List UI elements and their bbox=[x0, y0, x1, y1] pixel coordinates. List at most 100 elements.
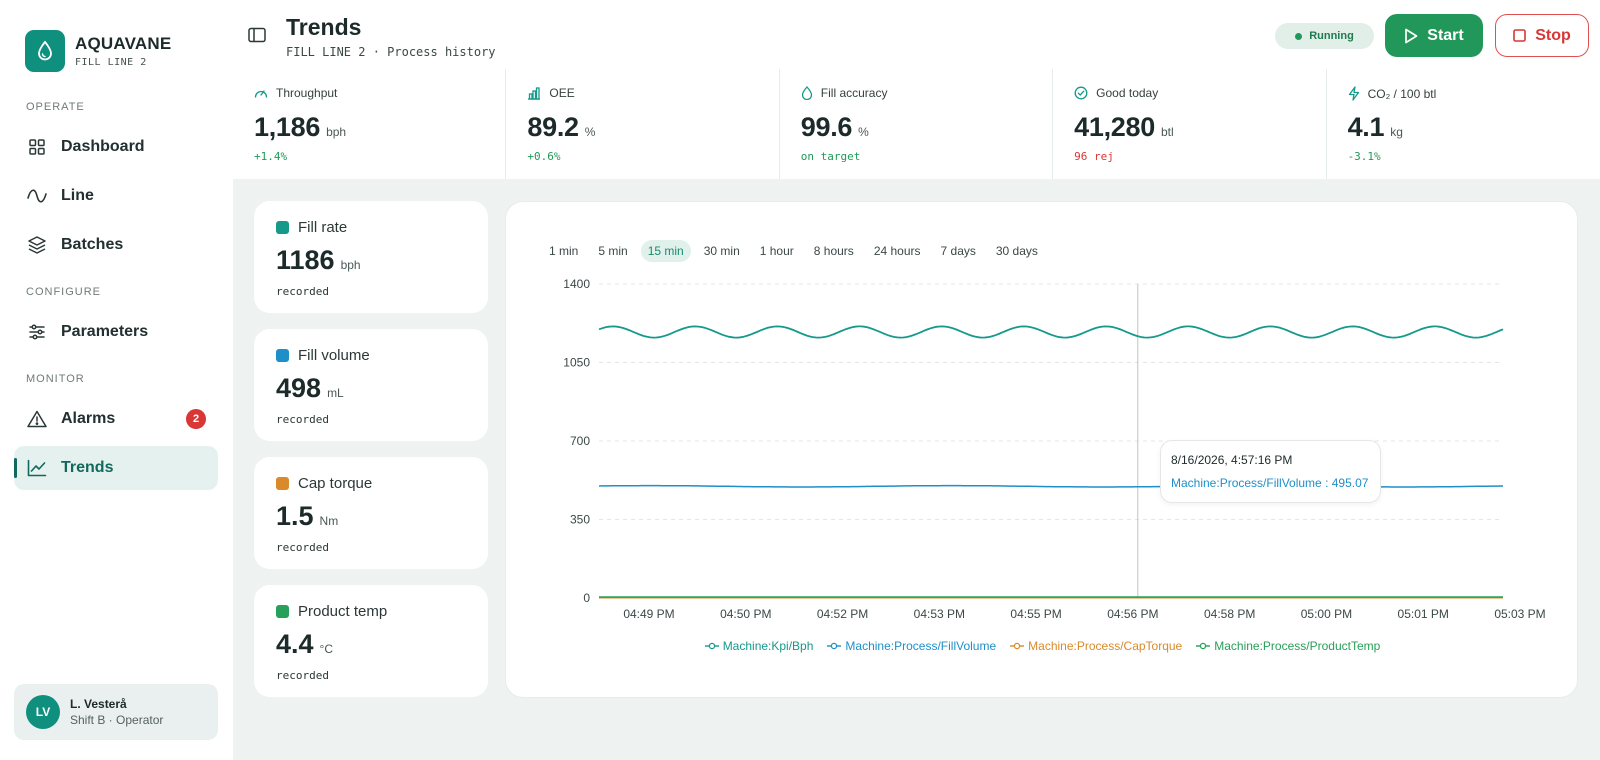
sidebar-item-label: Dashboard bbox=[61, 138, 145, 155]
sidebar-item-alarms[interactable]: Alarms 2 bbox=[14, 397, 218, 441]
signal-card-fill-rate[interactable]: Fill rate 1186 bph recorded bbox=[254, 201, 488, 313]
signal-card-fill-volume[interactable]: Fill volume 498 mL recorded bbox=[254, 329, 488, 441]
user-name: L. Vesterå bbox=[70, 697, 127, 711]
x-tick-label: 05:01 PM bbox=[1398, 607, 1449, 621]
layers-icon bbox=[27, 235, 47, 255]
kpi-unit: kg bbox=[1390, 125, 1403, 139]
kpi-delta: 96 rej bbox=[1074, 150, 1114, 163]
kpi-unit: btl bbox=[1160, 125, 1174, 139]
x-tick-label: 04:50 PM bbox=[720, 607, 771, 621]
sidebar-item-batches[interactable]: Batches bbox=[14, 223, 218, 267]
legend-item-producttemp[interactable]: Machine:Process/ProductTemp bbox=[1196, 639, 1380, 653]
series-line-0 bbox=[598, 325, 1504, 339]
status-label: Running bbox=[1309, 30, 1354, 42]
sidebar-item-trends[interactable]: Trends bbox=[14, 446, 218, 490]
status-dot-icon bbox=[1295, 32, 1303, 40]
start-label: Start bbox=[1427, 26, 1464, 44]
kpi-unit: % bbox=[858, 125, 869, 139]
x-tick-label: 04:56 PM bbox=[1107, 607, 1158, 621]
droplet-icon bbox=[801, 86, 812, 100]
play-icon bbox=[1405, 28, 1418, 43]
legend-item-fillvolume[interactable]: Machine:Process/FillVolume bbox=[827, 639, 996, 653]
legend-marker-icon bbox=[1010, 642, 1025, 650]
range-1min[interactable]: 1 min bbox=[549, 244, 579, 258]
range-1hour[interactable]: 1 hour bbox=[759, 244, 794, 258]
card-unit: mL bbox=[327, 386, 344, 400]
card-note: recorded bbox=[276, 413, 329, 426]
card-label: Fill rate bbox=[298, 219, 348, 236]
trend-chart[interactable]: 0 350 700 1050 1400 04:49 PM 04:50 PM 04:52 PM 0… bbox=[506, 202, 1579, 699]
chart-legend: Machine:Kpi/Bph Machine:Process/FillVolu… bbox=[506, 639, 1579, 653]
time-range-selector: 1 min 5 min 15 min 30 min 1 hour 8 hours… bbox=[542, 240, 1051, 262]
kpi-value: 4.1 bbox=[1347, 112, 1385, 142]
chart-line-icon bbox=[27, 458, 47, 478]
range-30min[interactable]: 30 min bbox=[703, 244, 740, 258]
signal-card-cap-torque[interactable]: Cap torque 1.5 Nm recorded bbox=[254, 457, 488, 569]
kpi-delta: +1.4% bbox=[254, 150, 288, 163]
kpi-delta: +0.6% bbox=[527, 150, 561, 163]
brand[interactable]: AQUAVANE FILL LINE 2 bbox=[25, 30, 171, 72]
tooltip-time: 8/16/2026, 4:57:16 PM bbox=[1171, 453, 1293, 467]
kpi-good-today: Good today 41,280 btl 96 rej bbox=[1053, 69, 1327, 179]
y-tick-label: 1050 bbox=[563, 356, 590, 370]
card-note: recorded bbox=[276, 285, 329, 298]
range-24hours[interactable]: 24 hours bbox=[873, 244, 921, 258]
sidebar-item-label: Alarms bbox=[61, 410, 116, 427]
kpi-value: 1,186 bbox=[254, 112, 321, 142]
gauge-icon bbox=[254, 90, 268, 98]
sidebar-toggle-icon[interactable] bbox=[247, 25, 267, 45]
bolt-icon bbox=[1348, 86, 1359, 101]
page-subtitle: FILL LINE 2 · Process history bbox=[286, 45, 496, 59]
kpi-unit: bph bbox=[326, 125, 347, 139]
warning-icon bbox=[27, 409, 47, 429]
legend-label: Machine:Kpi/Bph bbox=[722, 639, 814, 653]
range-5min[interactable]: 5 min bbox=[598, 244, 628, 258]
kpi-label: Throughput bbox=[276, 86, 338, 100]
legend-label: Machine:Process/ProductTemp bbox=[1214, 639, 1381, 653]
card-unit: Nm bbox=[319, 514, 339, 528]
x-tick-label: 04:49 PM bbox=[623, 607, 674, 621]
section-label-configure: CONFIGURE bbox=[26, 286, 101, 298]
range-7days[interactable]: 7 days bbox=[940, 244, 976, 258]
card-value: 1.5 bbox=[276, 501, 314, 531]
sidebar-item-line[interactable]: Line bbox=[14, 174, 218, 218]
range-30days[interactable]: 30 days bbox=[995, 244, 1038, 258]
section-label-monitor: MONITOR bbox=[26, 373, 85, 385]
x-tick-label: 05:00 PM bbox=[1301, 607, 1352, 621]
kpi-oee: OEE 89.2 % +0.6% bbox=[506, 69, 780, 179]
user-card[interactable]: LV L. Vesterå Shift B · Operator bbox=[14, 684, 218, 740]
legend-item-bph[interactable]: Machine:Kpi/Bph bbox=[704, 639, 814, 653]
signal-card-product-temp[interactable]: Product temp 4.4 °C recorded bbox=[254, 585, 488, 697]
grid-icon bbox=[27, 137, 47, 157]
tooltip-value: Machine:Process/FillVolume : 495.07 bbox=[1171, 476, 1369, 490]
sidebar-item-dashboard[interactable]: Dashboard bbox=[14, 125, 218, 169]
brand-subtitle: FILL LINE 2 bbox=[75, 57, 147, 68]
x-tick-label: 05:03 PM bbox=[1494, 607, 1545, 621]
card-label: Product temp bbox=[298, 603, 388, 620]
sidebar: AQUAVANE FILL LINE 2 OPERATE Dashboard L… bbox=[0, 0, 233, 760]
chart-tooltip: 8/16/2026, 4:57:16 PM Machine:Process/Fi… bbox=[1160, 440, 1381, 503]
kpi-value: 41,280 bbox=[1074, 112, 1155, 142]
check-circle-icon bbox=[1074, 86, 1088, 100]
sidebar-item-label: Batches bbox=[61, 236, 124, 253]
series-swatch-icon bbox=[276, 477, 289, 490]
stop-button[interactable]: Stop bbox=[1495, 14, 1589, 57]
series-swatch-icon bbox=[276, 221, 289, 234]
card-unit: °C bbox=[319, 642, 334, 656]
sidebar-item-parameters[interactable]: Parameters bbox=[14, 310, 218, 354]
start-button[interactable]: Start bbox=[1385, 14, 1483, 57]
sidebar-item-label: Parameters bbox=[61, 323, 149, 340]
y-tick-label: 700 bbox=[570, 434, 590, 448]
legend-item-captorque[interactable]: Machine:Process/CapTorque bbox=[1010, 639, 1182, 653]
card-value: 1186 bbox=[276, 245, 335, 275]
kpi-label: CO₂ / 100 btl bbox=[1367, 86, 1437, 101]
legend-label: Machine:Process/CapTorque bbox=[1028, 639, 1183, 653]
card-label: Fill volume bbox=[298, 347, 370, 364]
card-value: 498 bbox=[276, 373, 322, 403]
sidebar-item-label: Line bbox=[61, 187, 94, 204]
trend-chart-panel: 1 min 5 min 15 min 30 min 1 hour 8 hours… bbox=[505, 201, 1578, 698]
kpi-value: 89.2 bbox=[527, 112, 579, 142]
range-8hours[interactable]: 8 hours bbox=[813, 244, 854, 258]
range-15min[interactable]: 15 min bbox=[640, 240, 691, 262]
kpi-strip: Throughput 1,186 bph +1.4% OEE 89.2 % +0… bbox=[233, 69, 1600, 179]
